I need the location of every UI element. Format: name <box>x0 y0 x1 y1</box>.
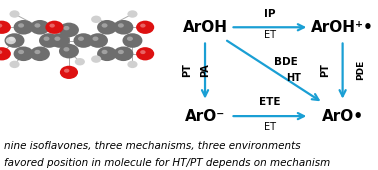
Circle shape <box>102 23 108 28</box>
Circle shape <box>78 37 84 41</box>
Text: ArOH⁺•: ArOH⁺• <box>311 20 374 35</box>
Circle shape <box>9 61 20 68</box>
Circle shape <box>140 50 146 54</box>
Text: nine isoflavones, three mechanisms, three environments: nine isoflavones, three mechanisms, thre… <box>4 141 301 151</box>
Circle shape <box>64 47 70 52</box>
Circle shape <box>59 23 79 37</box>
Text: ArO⁻: ArO⁻ <box>185 109 225 124</box>
Circle shape <box>50 33 70 48</box>
Circle shape <box>122 33 143 48</box>
Text: IP: IP <box>264 9 276 19</box>
Circle shape <box>60 66 78 79</box>
Circle shape <box>127 10 138 18</box>
Circle shape <box>30 47 50 61</box>
Circle shape <box>113 20 133 35</box>
Text: PT: PT <box>182 63 192 77</box>
Circle shape <box>64 69 70 73</box>
Circle shape <box>140 24 146 28</box>
Circle shape <box>50 24 55 28</box>
Circle shape <box>0 47 11 60</box>
Circle shape <box>118 50 124 54</box>
Circle shape <box>0 50 2 54</box>
Circle shape <box>9 10 20 18</box>
Circle shape <box>75 58 85 65</box>
Circle shape <box>59 44 79 58</box>
Circle shape <box>54 37 60 41</box>
Circle shape <box>18 50 24 54</box>
Circle shape <box>113 47 133 61</box>
Circle shape <box>97 47 117 61</box>
Circle shape <box>102 50 108 54</box>
Circle shape <box>14 47 34 61</box>
Circle shape <box>127 61 138 68</box>
Circle shape <box>30 20 50 35</box>
Circle shape <box>88 33 108 48</box>
Circle shape <box>14 20 34 35</box>
Circle shape <box>0 24 2 28</box>
Text: PT: PT <box>320 63 330 77</box>
Text: PDE: PDE <box>356 59 365 80</box>
Text: HT: HT <box>286 73 301 83</box>
Circle shape <box>18 23 24 28</box>
Circle shape <box>39 33 59 48</box>
Circle shape <box>127 37 133 41</box>
Circle shape <box>34 23 40 28</box>
Circle shape <box>5 33 25 48</box>
Circle shape <box>34 50 40 54</box>
Text: ArOH: ArOH <box>183 20 228 35</box>
Circle shape <box>136 47 154 60</box>
Circle shape <box>45 21 64 34</box>
Circle shape <box>97 20 117 35</box>
Circle shape <box>73 33 93 48</box>
Circle shape <box>6 37 16 44</box>
Text: ArO•: ArO• <box>322 109 364 124</box>
Text: BDE: BDE <box>274 57 297 67</box>
Circle shape <box>93 37 99 41</box>
Text: favored position in molecule for HT/PT depends on mechanism: favored position in molecule for HT/PT d… <box>4 158 330 168</box>
Circle shape <box>136 21 154 34</box>
Text: ETE: ETE <box>259 97 280 107</box>
Text: ET: ET <box>264 30 276 40</box>
Circle shape <box>9 37 15 41</box>
Circle shape <box>91 16 101 23</box>
Circle shape <box>118 23 124 28</box>
Circle shape <box>0 21 11 34</box>
Circle shape <box>64 26 70 30</box>
Text: PA: PA <box>200 63 210 76</box>
Text: ET: ET <box>264 122 276 132</box>
Circle shape <box>91 55 101 63</box>
Circle shape <box>43 37 50 41</box>
